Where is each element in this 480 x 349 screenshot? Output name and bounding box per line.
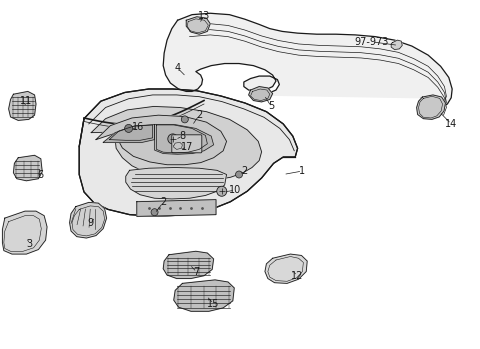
Circle shape [217, 186, 227, 196]
Circle shape [181, 116, 188, 123]
Polygon shape [126, 168, 227, 199]
Polygon shape [96, 115, 227, 165]
Text: 9: 9 [87, 218, 93, 228]
Text: 97-973: 97-973 [355, 37, 389, 47]
Polygon shape [13, 155, 42, 181]
Circle shape [151, 209, 158, 216]
Polygon shape [186, 17, 210, 34]
Polygon shape [9, 91, 36, 120]
Polygon shape [174, 280, 234, 311]
Text: 10: 10 [229, 185, 241, 195]
Text: 2: 2 [196, 110, 203, 120]
Circle shape [125, 125, 132, 132]
Text: 3: 3 [27, 239, 33, 249]
Polygon shape [91, 106, 262, 181]
Text: 15: 15 [207, 299, 220, 309]
Text: 13: 13 [198, 11, 210, 21]
Circle shape [168, 134, 178, 144]
Text: 12: 12 [291, 271, 304, 281]
Polygon shape [163, 13, 452, 107]
Text: 14: 14 [445, 119, 457, 129]
Polygon shape [249, 87, 273, 102]
Polygon shape [155, 125, 214, 154]
Polygon shape [137, 200, 216, 216]
Text: 5: 5 [268, 102, 275, 111]
Polygon shape [70, 202, 107, 238]
Text: 2: 2 [160, 198, 167, 207]
Text: 4: 4 [175, 63, 180, 73]
Text: 8: 8 [180, 131, 185, 141]
FancyBboxPatch shape [172, 135, 202, 153]
Text: 1: 1 [300, 166, 305, 176]
Text: 17: 17 [181, 142, 193, 151]
Polygon shape [391, 40, 402, 50]
Text: 6: 6 [38, 170, 44, 179]
Polygon shape [163, 251, 214, 279]
Text: 16: 16 [132, 122, 144, 132]
Polygon shape [2, 211, 47, 254]
Polygon shape [103, 125, 155, 142]
Text: 7: 7 [193, 267, 200, 277]
Circle shape [236, 171, 242, 178]
Polygon shape [265, 254, 307, 283]
Text: 11: 11 [20, 96, 33, 106]
Text: 2: 2 [241, 166, 248, 176]
Polygon shape [417, 95, 445, 119]
Polygon shape [79, 89, 298, 216]
